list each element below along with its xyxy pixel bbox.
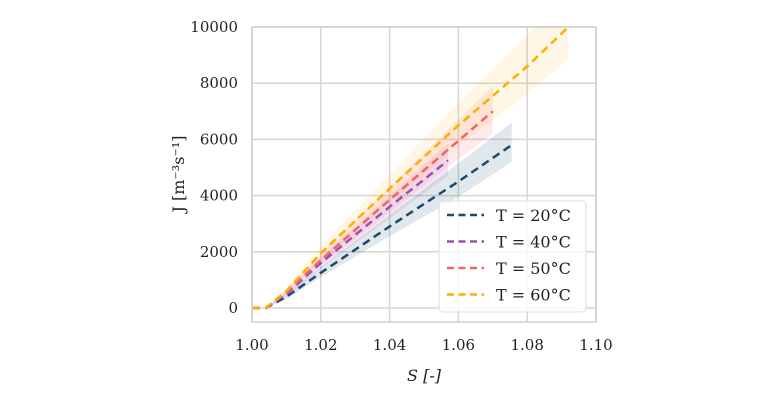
x-tick-label: 1.06 — [442, 336, 475, 354]
y-axis-label: J [m⁻³s⁻¹] — [169, 135, 188, 214]
series-lines — [252, 27, 570, 310]
y-tick-label: 0 — [228, 299, 238, 317]
x-tick-label: 1.04 — [373, 336, 406, 354]
y-tick-label: 10000 — [190, 18, 238, 36]
legend-box — [438, 200, 587, 313]
x-tick-label: 1.00 — [235, 336, 268, 354]
series-line — [252, 159, 449, 310]
y-tick-labels: 0 2000 4000 6000 8000 10000 — [190, 18, 238, 317]
x-tick-label: 1.10 — [579, 336, 612, 354]
confidence-band — [252, 27, 569, 308]
y-tick-label: 2000 — [200, 243, 238, 261]
y-tick-label: 8000 — [200, 74, 238, 92]
plot-frame — [251, 26, 597, 323]
legend-label: T = 20°C — [496, 206, 571, 225]
x-tick-label: 1.08 — [510, 336, 543, 354]
series-line — [252, 27, 570, 310]
confidence-bands — [252, 27, 569, 308]
x-tick-label: 1.02 — [304, 336, 337, 354]
legend-label: T = 50°C — [496, 259, 571, 278]
y-tick-label: 4000 — [200, 187, 238, 205]
legend-label: T = 60°C — [496, 286, 571, 305]
x-tick-labels: 1.00 1.02 1.04 1.06 1.08 1.10 — [235, 336, 612, 354]
x-axis-label: S [-] — [407, 366, 442, 385]
y-tick-label: 6000 — [200, 130, 238, 148]
legend-label: T = 40°C — [496, 233, 571, 252]
legend: T = 20°C T = 40°C T = 50°C T = 60°C — [438, 200, 587, 313]
